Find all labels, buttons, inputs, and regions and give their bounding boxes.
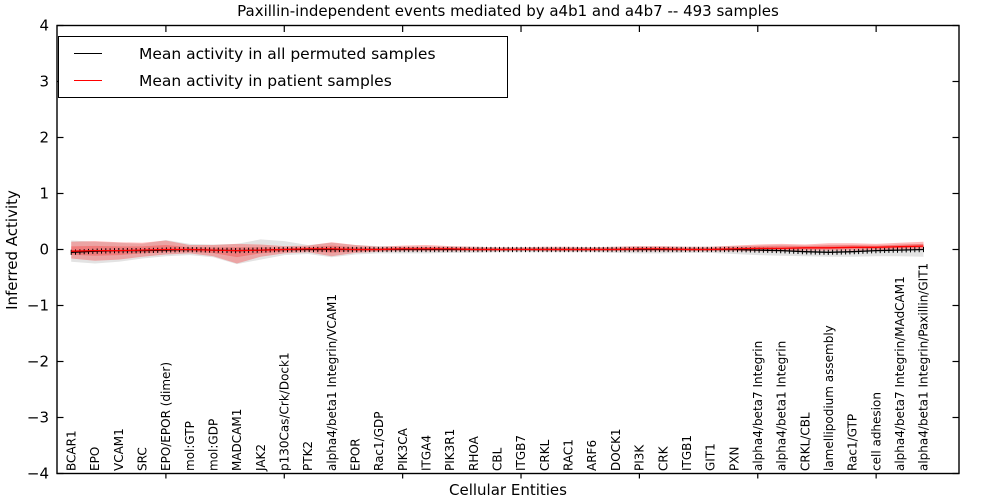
entity-label: MADCAM1 xyxy=(230,409,244,471)
entity-label: Rac1/GTP xyxy=(846,414,860,471)
permuted-range-band xyxy=(71,239,924,265)
entity-label: alpha4/beta1 Integrin/Paxillin/GIT1 xyxy=(917,263,931,471)
legend-label-patient: Mean activity in patient samples xyxy=(139,71,392,90)
entity-label: alpha4/beta7 Integrin xyxy=(751,341,765,471)
axis-ticks xyxy=(57,24,959,479)
legend-label-permuted: Mean activity in all permuted samples xyxy=(139,44,436,63)
entity-label: p130Cas/Crk/Dock1 xyxy=(278,352,292,471)
entity-label: CBL xyxy=(491,447,505,471)
black-line-sample-icon xyxy=(74,53,102,54)
entity-label: alpha4/beta1 Integrin xyxy=(775,341,789,471)
entity-label: PI3K xyxy=(633,444,647,471)
patient-range-band xyxy=(71,240,924,264)
entity-label: EPO/EPOR (dimer) xyxy=(159,362,173,471)
entity-label: DOCK1 xyxy=(609,428,623,471)
y-tick-label: 1 xyxy=(39,185,49,203)
entity-label: EPOR xyxy=(349,438,363,471)
patient-mean-line xyxy=(71,245,924,252)
entity-label: BCAR1 xyxy=(64,430,78,471)
x-axis-label: Cellular Entities xyxy=(449,481,567,499)
y-tick-label: 2 xyxy=(39,129,49,147)
entity-label: Rac1/GDP xyxy=(372,412,386,471)
entity-label: ITGA4 xyxy=(420,435,434,471)
entity-label: PTK2 xyxy=(301,441,315,471)
entity-label: mol:GDP xyxy=(207,419,221,471)
entity-label: ITGB1 xyxy=(680,435,694,471)
y-tick-label: 0 xyxy=(39,241,49,259)
y-tick-label: −4 xyxy=(27,465,49,483)
legend-entry-permuted: Mean activity in all permuted samples xyxy=(74,40,507,67)
entity-label: RAC1 xyxy=(562,439,576,471)
y-axis-label: Inferred Activity xyxy=(3,190,21,310)
entity-label: JAK2 xyxy=(254,444,268,472)
y-tick-label: −2 xyxy=(27,353,49,371)
entity-label: GIT1 xyxy=(704,443,718,471)
entity-label: CRKL xyxy=(538,439,552,471)
entity-label: alpha4/beta7 Integrin/MAdCAM1 xyxy=(893,276,907,471)
entity-labels: BCAR1 EPO VCAM1 SRC EPO/EPOR (dimer) mol:GTP m… xyxy=(64,263,930,472)
entity-label: SRC xyxy=(135,447,149,471)
legend: Mean activity in all permuted samples Me… xyxy=(58,36,508,98)
entity-label: cell adhesion xyxy=(869,392,883,471)
y-tick-labels: 4 3 2 1 0 −1 −2 −3 −4 xyxy=(27,17,49,483)
entity-label: CRKL/CBL xyxy=(798,412,812,471)
entity-label: ARF6 xyxy=(585,440,599,471)
y-tick-label: 3 xyxy=(39,73,49,91)
entity-label: ITGB7 xyxy=(514,435,528,471)
entity-label: PXN xyxy=(727,447,741,471)
entity-label: EPO xyxy=(88,447,102,471)
entity-label: lamellipodium assembly xyxy=(822,325,836,471)
entity-label: alpha4/beta1 Integrin/VCAM1 xyxy=(325,294,339,471)
y-tick-label: −1 xyxy=(27,297,49,315)
entity-label: mol:GTP xyxy=(183,421,197,471)
entity-label: PIK3CA xyxy=(396,427,410,471)
red-line-sample-icon xyxy=(74,80,102,81)
entity-label: CRK xyxy=(656,445,670,471)
chart-title: Paxillin-independent events mediated by … xyxy=(237,2,779,20)
entity-label: PIK3R1 xyxy=(443,429,457,471)
entity-label: RHOA xyxy=(467,435,481,471)
y-tick-label: −3 xyxy=(27,409,49,427)
y-tick-label: 4 xyxy=(39,17,49,35)
legend-entry-patient: Mean activity in patient samples xyxy=(74,67,507,94)
entity-label: VCAM1 xyxy=(112,428,126,471)
